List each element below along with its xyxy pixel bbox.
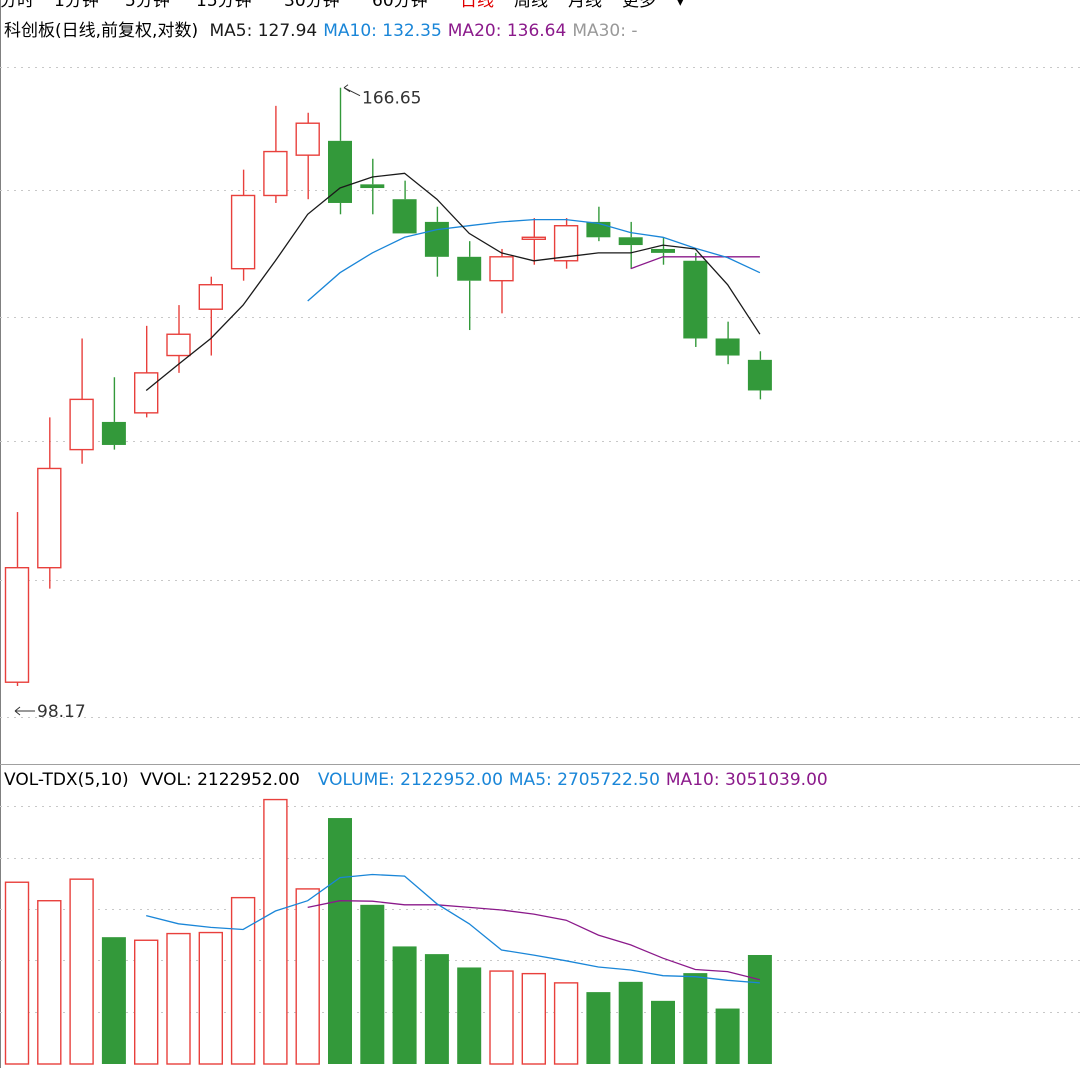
high-marker-arrow	[343, 84, 361, 97]
candle-body-down	[360, 184, 385, 189]
candle-body-down	[328, 140, 352, 203]
volume-bar-down	[618, 981, 643, 1064]
candle-body-up	[133, 372, 159, 414]
period-tab[interactable]: 日线	[460, 0, 494, 11]
volume-ma10-line	[307, 900, 761, 981]
candle-body-down	[715, 338, 740, 356]
volume-bar-down	[715, 1008, 740, 1064]
candle-body-down	[618, 237, 643, 246]
volume-bar-up	[489, 970, 514, 1065]
volume-bar-down	[101, 937, 126, 1064]
volume-ma5-line	[146, 873, 760, 984]
candle-body-up	[198, 284, 224, 310]
volume-bar-up	[166, 932, 191, 1065]
high-price-label: 166.65	[362, 89, 421, 109]
price-indicator-header: 科创板(日线,前复权,对数) MA5: 127.94 MA10: 132.35 MA…	[4, 21, 638, 41]
period-tab[interactable]: 周线	[514, 0, 548, 11]
period-tab[interactable]: 更多	[622, 0, 656, 11]
candle-body-down	[747, 359, 772, 391]
candle-body-up	[295, 122, 320, 156]
candle-body-down	[457, 256, 482, 281]
volume-bar-down	[457, 967, 482, 1064]
volume-bar-down	[586, 992, 611, 1064]
volume-bar-down	[328, 818, 352, 1064]
candle-body-down	[683, 260, 708, 339]
volume-plot	[4, 798, 772, 1065]
indicator-value: 127.94	[258, 21, 317, 41]
indicator-value: 136.64	[507, 21, 566, 41]
volume-bar-up	[4, 881, 30, 1065]
candle-body-up	[166, 333, 191, 357]
candle-body-up	[521, 236, 546, 240]
volume-bar-up	[295, 888, 320, 1065]
volume-bar-up	[553, 982, 579, 1065]
volume-bar-up	[69, 878, 94, 1065]
volume-indicator-header: VOL-TDX(5,10) VVOL: 2122952.00 VOLUME: 21…	[4, 770, 828, 790]
low-price-label: 98.17	[37, 702, 86, 722]
indicator-label: MA5:	[209, 21, 257, 41]
price-plot: 166.65 98.17	[4, 84, 772, 722]
volume-bar-down	[360, 904, 385, 1064]
ma5-line	[145, 172, 761, 392]
period-tab[interactable]: 1分钟	[54, 0, 99, 11]
volume-bar-up	[37, 900, 62, 1065]
volume-bar-down	[747, 954, 772, 1064]
low-marker-arrow	[14, 706, 35, 716]
candle-body-down	[101, 421, 126, 445]
volume-bar-up	[263, 798, 288, 1065]
candle-body-up	[553, 225, 579, 262]
indicator-value: 132.35	[382, 21, 441, 41]
candle-body-down	[586, 221, 611, 238]
candle-body-up	[4, 566, 30, 683]
indicator-label: VVOL:	[140, 770, 197, 790]
indicator-label: MA5:	[509, 770, 557, 790]
indicator-label: VOLUME:	[318, 770, 400, 790]
indicator-label: MA10:	[666, 770, 725, 790]
ma10-line	[307, 218, 761, 302]
chart-title: 科创板(日线,前复权,对数)	[4, 21, 203, 41]
volume-bar-down	[392, 946, 417, 1064]
volume-bar-up	[133, 939, 159, 1065]
indicator-value: 2122952.00	[400, 770, 503, 790]
indicator-value: -	[631, 21, 637, 41]
volume-title: VOL-TDX(5,10)	[4, 770, 134, 790]
candle-body-up	[263, 150, 288, 197]
period-tab[interactable]: 60分钟	[372, 0, 428, 11]
indicator-label: MA30:	[572, 21, 631, 41]
volume-bar-down	[424, 954, 449, 1064]
period-tab[interactable]: 30分钟	[284, 0, 340, 11]
period-tab[interactable]: 5分钟	[125, 0, 170, 11]
candle-body-up	[230, 194, 256, 270]
volume-bar-up	[521, 972, 546, 1065]
indicator-value: 3051039.00	[725, 770, 828, 790]
volume-bar-up	[230, 896, 256, 1065]
candle-body-up	[37, 467, 62, 569]
indicator-label: MA10:	[323, 21, 382, 41]
period-tab[interactable]: 月线	[568, 0, 602, 11]
period-tab[interactable]: 15分钟	[196, 0, 252, 11]
period-tab[interactable]: 分时	[0, 0, 34, 11]
period-tab[interactable]: ▾	[676, 0, 685, 11]
candle-body-down	[651, 248, 675, 253]
volume-bar-down	[651, 1000, 675, 1064]
period-tab-bar[interactable]: 分时 1分钟 5分钟 15分钟 30分钟 60分钟 日线 周线 月线 更多 ▾	[0, 0, 685, 11]
candle-body-up	[69, 398, 94, 451]
candle-body-down	[424, 221, 449, 257]
volume-bar-down	[683, 973, 708, 1064]
volume-bar-up	[198, 931, 224, 1065]
candle-body-up	[489, 256, 514, 282]
indicator-value: 2122952.00	[197, 770, 300, 790]
price-grid	[0, 67, 1080, 718]
indicator-value: 2705722.50	[557, 770, 660, 790]
ma20-line	[630, 256, 760, 270]
candle-body-down	[392, 199, 417, 234]
indicator-label: MA20:	[448, 21, 507, 41]
